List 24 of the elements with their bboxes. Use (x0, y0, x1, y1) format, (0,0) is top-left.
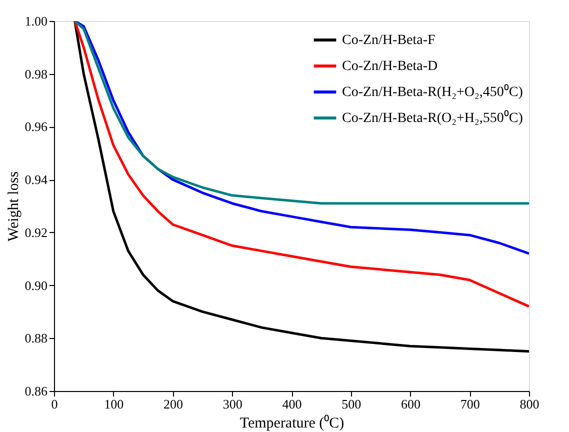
x-tick-label: 0 (51, 396, 58, 412)
legend-label: Co-Zn/H-Beta-D (342, 59, 438, 74)
x-tick-label: 300 (222, 396, 242, 412)
legend-label: Co-Zn/H-Beta-R(O₂+H₂,550⁰C) (342, 110, 524, 126)
x-tick-label: 600 (401, 396, 420, 412)
x-tick-label: 100 (104, 396, 124, 412)
y-tick-label: 0.86 (24, 384, 48, 398)
x-tick-label: 700 (460, 396, 480, 412)
y-tick-label: 0.90 (24, 278, 48, 293)
legend-label: Co-Zn/H-Beta-R(H₂+O₂,450⁰C) (342, 84, 524, 100)
legend-label: Co-Zn/H-Beta-F (342, 33, 436, 48)
y-tick-label: 0.98 (24, 66, 48, 82)
y-tick-label: 1.00 (24, 14, 48, 28)
y-tick-label: 0.88 (24, 330, 48, 346)
y-tick-label: 0.94 (24, 172, 48, 188)
line-series (74, 21, 529, 205)
y-tick-label: 0.96 (24, 119, 48, 134)
x-tick-label: 200 (164, 396, 183, 412)
x-tick-label: 500 (342, 396, 362, 412)
x-axis-title: Temperature (⁰C) (240, 414, 344, 432)
x-tick-label: 400 (282, 396, 302, 412)
y-axis-title: Weight loss (6, 171, 22, 242)
y-tick-label: 0.92 (24, 224, 48, 240)
x-tick-label: 800 (520, 396, 540, 412)
